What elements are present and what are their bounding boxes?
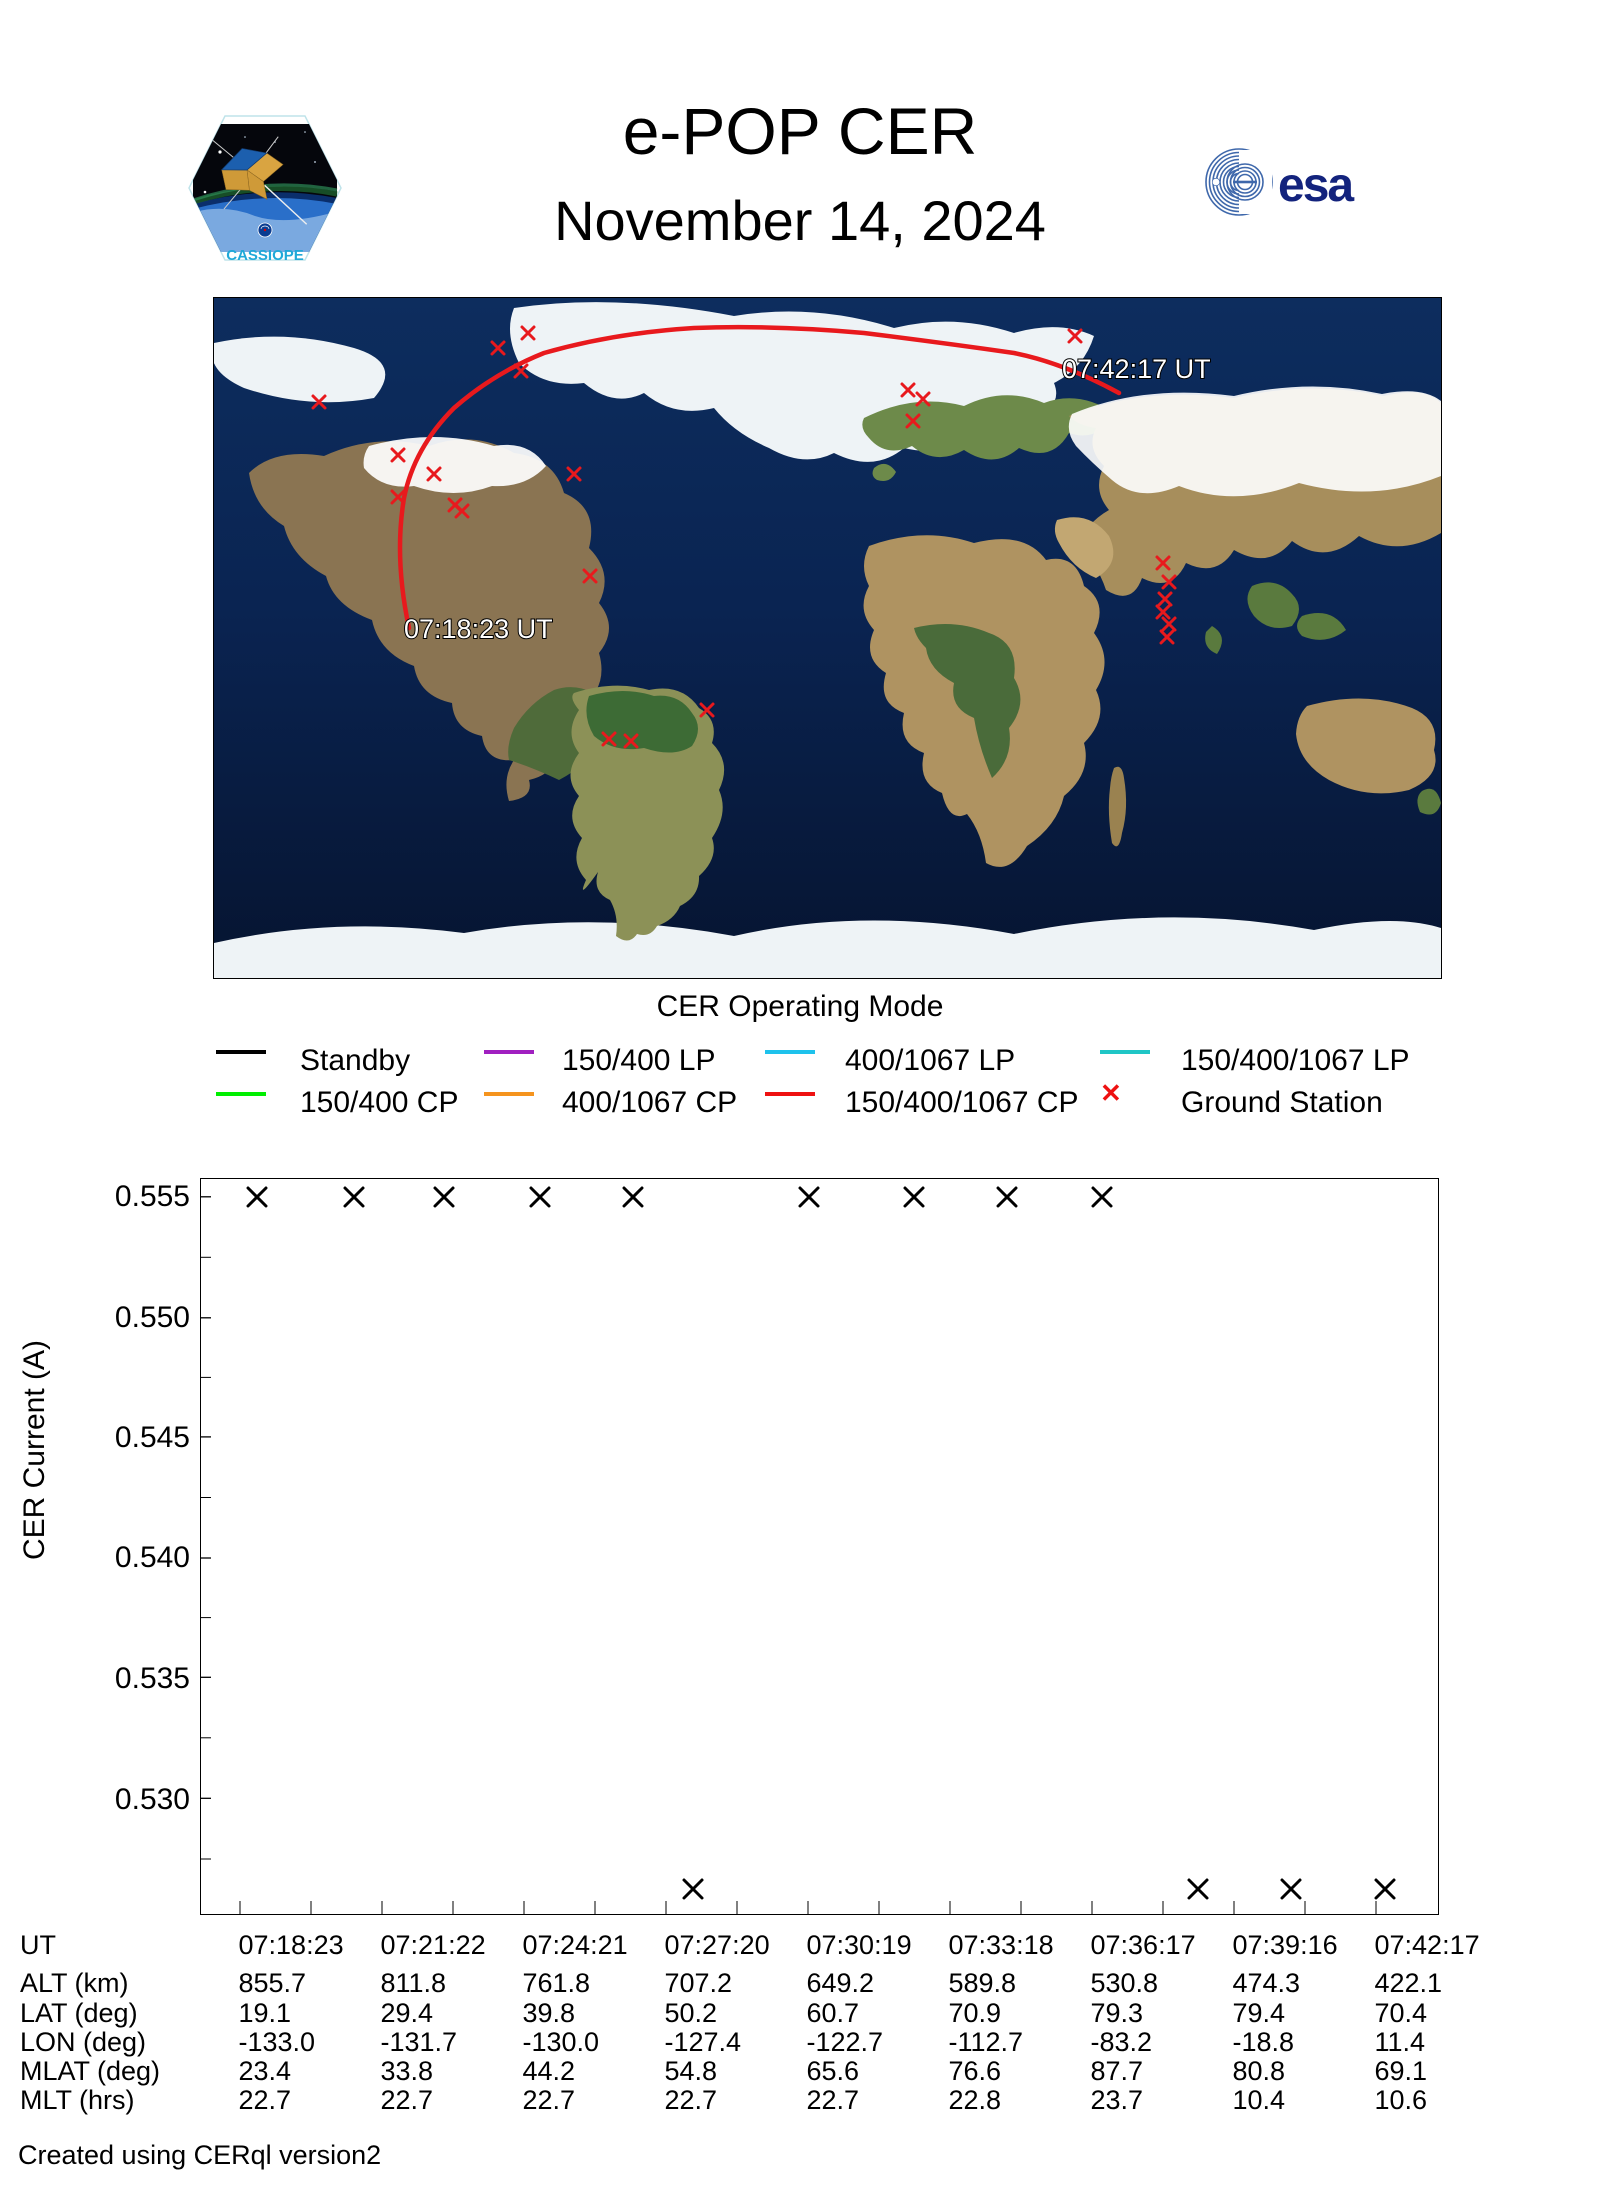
svg-text:07:18:23 UT: 07:18:23 UT bbox=[404, 614, 553, 644]
svg-text:07:42:17 UT: 07:42:17 UT bbox=[1062, 354, 1211, 384]
svg-text:CASSIOPE: CASSIOPE bbox=[226, 247, 304, 264]
svg-text:esa: esa bbox=[1278, 159, 1354, 212]
